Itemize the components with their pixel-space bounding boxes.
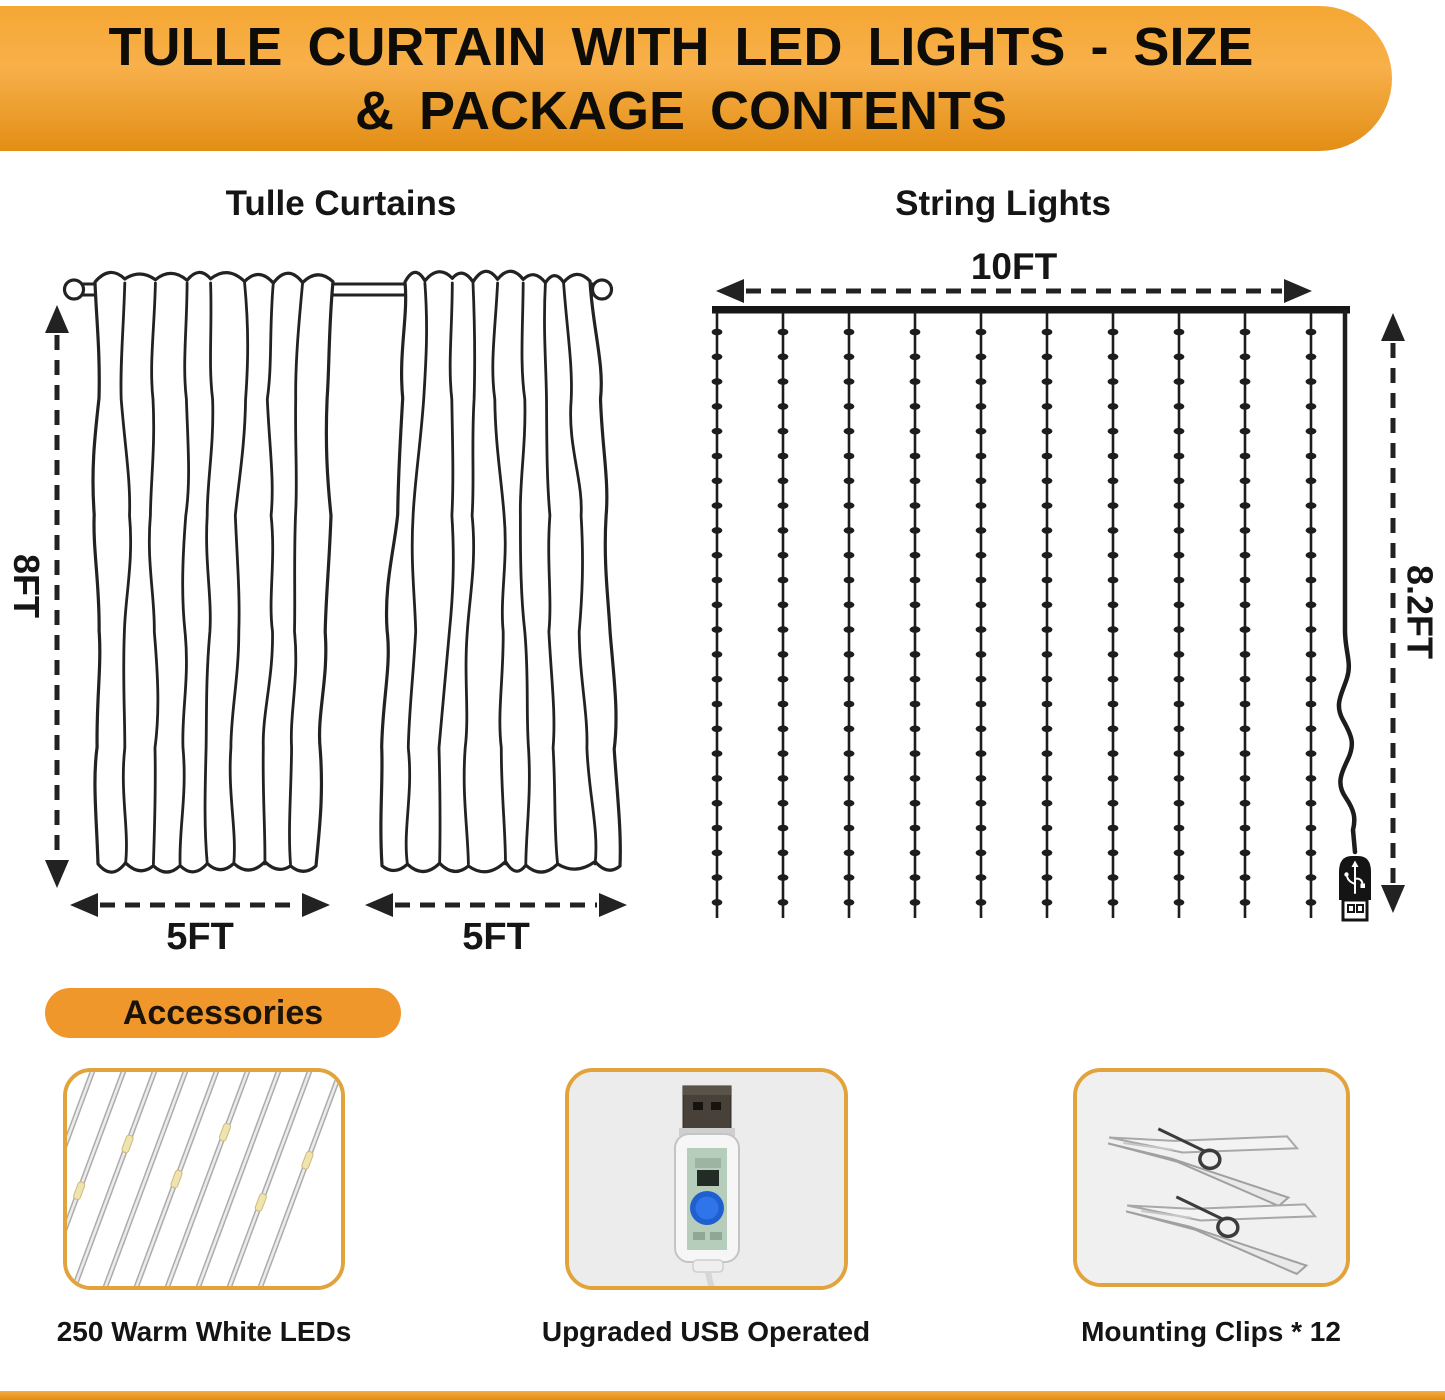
height-dimension-label-8-2ft: 8.2FT — [1399, 564, 1441, 660]
string-lights-section-title: String Lights — [895, 184, 1111, 223]
width-dimension-label-10ft: 10FT — [970, 246, 1058, 287]
usb-plug-icon — [1339, 856, 1371, 922]
led-strands-photo — [67, 1072, 341, 1286]
size-diagram — [45, 269, 1405, 922]
clip-icon — [1125, 1195, 1318, 1276]
tulle-curtains-section-title: Tulle Curtains — [225, 184, 457, 223]
height-dimension-label-8ft: 8FT — [6, 553, 47, 618]
panel-width-label-left: 5FT — [166, 916, 234, 958]
panel-width-label-right: 5FT — [462, 916, 530, 958]
bottom-accent-strip — [0, 1391, 1445, 1400]
accessory-caption-leds: 250 Warm White LEDs — [56, 1316, 352, 1347]
mounting-clips-photo — [1077, 1072, 1346, 1283]
led-strings — [711, 312, 1317, 918]
accessory-card-usb — [565, 1068, 848, 1290]
curtain-panels — [91, 269, 622, 874]
usb-controller-photo — [569, 1072, 844, 1286]
clip-icon — [1107, 1127, 1300, 1208]
accessory-caption-usb: Upgraded USB Operated — [541, 1316, 871, 1347]
header-banner: TULLE CURTAIN WITH LED LIGHTS - SIZE & P… — [0, 6, 1392, 151]
accessory-caption-clips: Mounting Clips * 12 — [1081, 1316, 1341, 1347]
accessory-card-clips — [1073, 1068, 1350, 1287]
accessories-heading-pill: Accessories — [45, 988, 401, 1038]
page-title: TULLE CURTAIN WITH LED LIGHTS - SIZE & P… — [108, 16, 1254, 141]
accessory-card-leds — [63, 1068, 345, 1290]
